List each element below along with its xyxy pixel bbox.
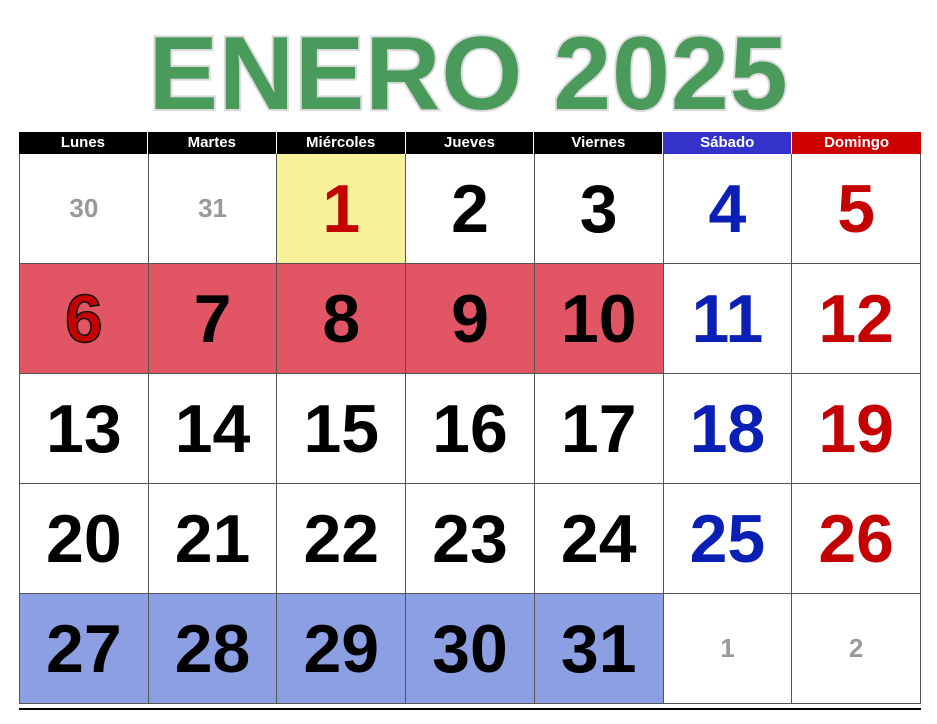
day-cell: 14: [148, 374, 278, 484]
day-cell: 21: [148, 484, 278, 594]
weekday-wednesday: Miércoles: [276, 132, 406, 154]
day-cell-sunday: 26: [792, 484, 921, 594]
day-cell-saturday: 18: [663, 374, 793, 484]
day-cell-highlight-blue: 31: [534, 594, 664, 704]
weekday-header-row: Lunes Martes Miércoles Jueves Viernes Sá…: [19, 132, 921, 154]
weekday-tuesday: Martes: [147, 132, 277, 154]
day-cell: 22: [277, 484, 407, 594]
day-cell-holiday-highlight: 1: [277, 154, 407, 264]
day-grid: 30 31 1 2 3 4 5 6 7 8 9 10 11 12 13 14 1…: [19, 154, 921, 704]
day-cell-sunday: 12: [792, 264, 921, 374]
weekday-saturday: Sábado: [663, 132, 793, 154]
day-cell-highlight-red: 9: [406, 264, 535, 374]
day-cell: 17: [534, 374, 664, 484]
weekday-thursday: Jueves: [405, 132, 535, 154]
day-cell: 15: [277, 374, 407, 484]
day-cell: 24: [534, 484, 664, 594]
day-cell: 2: [406, 154, 535, 264]
month-calendar: Lunes Martes Miércoles Jueves Viernes Sá…: [19, 132, 921, 710]
day-cell-next-month: 2: [792, 594, 921, 704]
day-cell-highlight-blue: 30: [406, 594, 535, 704]
day-cell-next-month: 1: [663, 594, 793, 704]
day-cell: 20: [20, 484, 149, 594]
day-cell: 3: [534, 154, 664, 264]
calendar-title: ENERO 2025: [146, 16, 789, 132]
day-cell-highlight-red: 10: [534, 264, 664, 374]
day-cell-prev-month: 30: [20, 154, 149, 264]
day-cell-sunday: 5: [792, 154, 921, 264]
weekday-sunday: Domingo: [792, 132, 921, 154]
day-cell-highlight-red: 6: [20, 264, 149, 374]
day-cell-prev-month: 31: [148, 154, 278, 264]
day-cell-highlight-blue: 27: [20, 594, 149, 704]
day-cell-highlight-red: 8: [277, 264, 407, 374]
day-cell-saturday: 11: [663, 264, 793, 374]
day-cell-highlight-blue: 29: [277, 594, 407, 704]
day-cell: 16: [406, 374, 535, 484]
day-cell-sunday: 19: [792, 374, 921, 484]
day-cell: 13: [20, 374, 149, 484]
day-cell-highlight-red: 7: [148, 264, 278, 374]
weekday-friday: Viernes: [534, 132, 664, 154]
day-cell-saturday: 25: [663, 484, 793, 594]
day-cell-saturday: 4: [663, 154, 793, 264]
weekday-monday: Lunes: [19, 132, 148, 154]
day-cell: 23: [406, 484, 535, 594]
day-cell-highlight-blue: 28: [148, 594, 278, 704]
